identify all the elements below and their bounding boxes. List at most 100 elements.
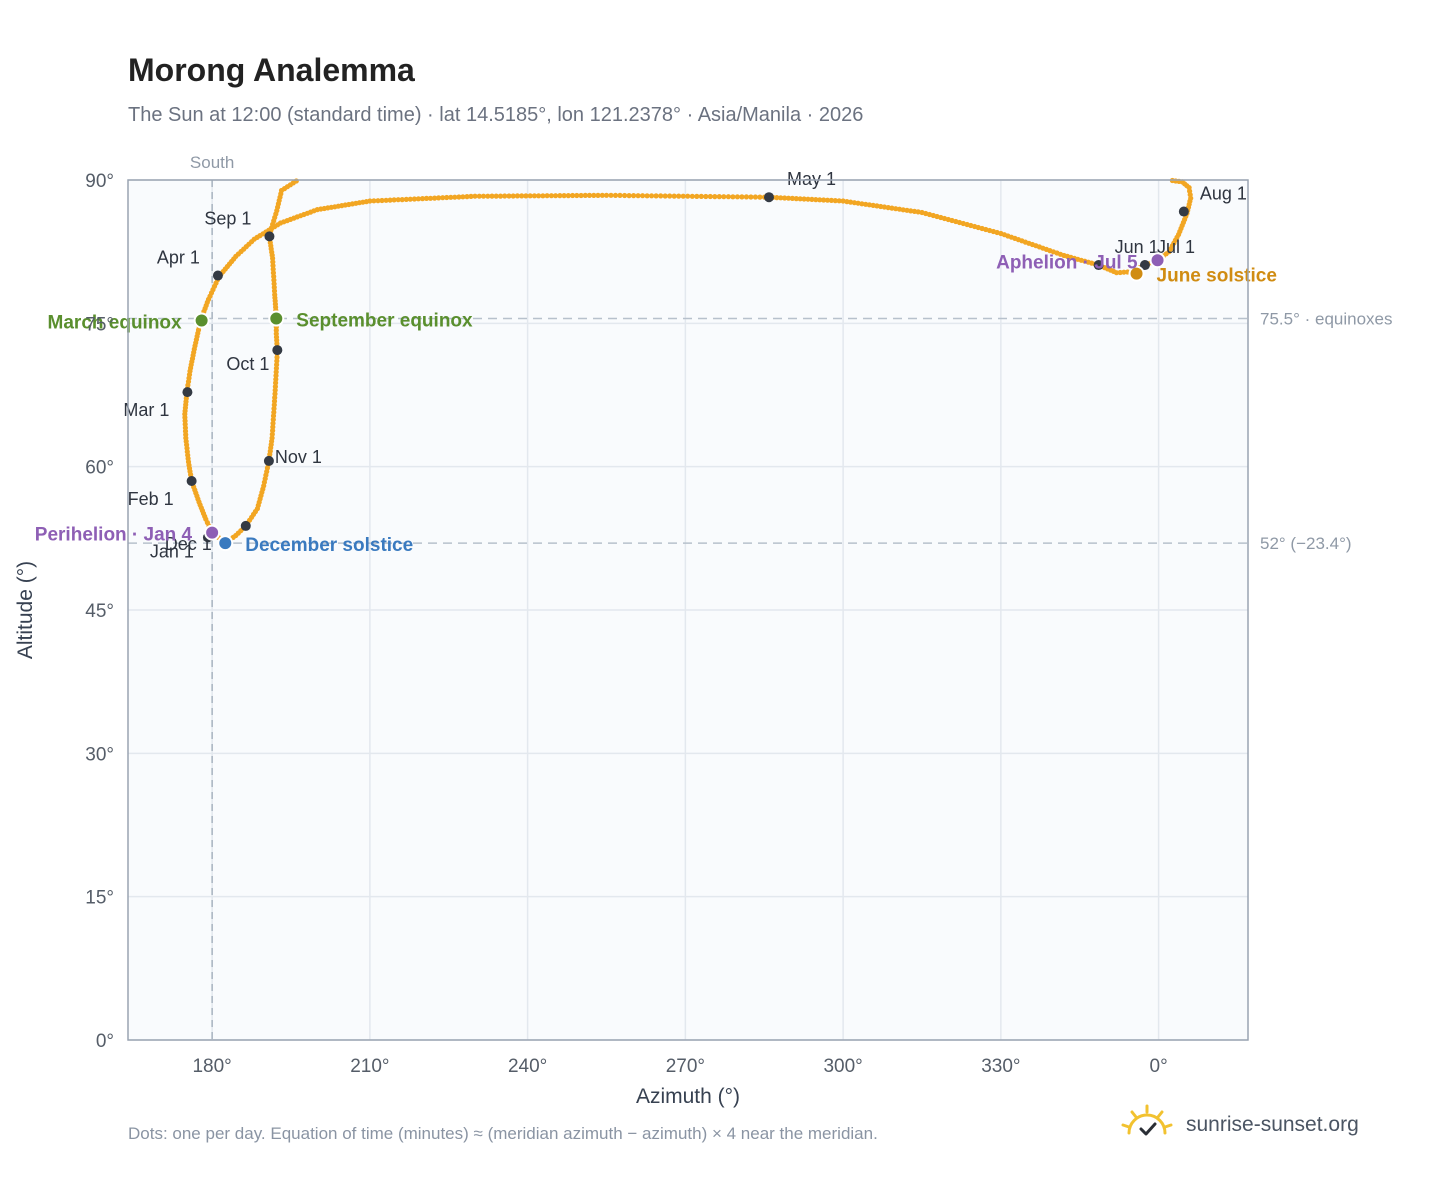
day-dot <box>553 193 559 199</box>
day-dot <box>502 193 508 199</box>
day-dot <box>603 192 610 198</box>
month-marker <box>1178 206 1189 217</box>
day-dot <box>617 192 623 198</box>
day-dot <box>536 193 542 199</box>
day-dot <box>468 193 474 199</box>
day-dot <box>395 197 401 203</box>
day-dot <box>444 194 450 201</box>
day-dot <box>407 196 413 202</box>
day-dot <box>801 196 807 202</box>
day-dot <box>707 193 713 200</box>
page-title: Morong Analemma <box>128 52 415 88</box>
month-marker <box>212 270 223 281</box>
day-dot <box>725 194 732 200</box>
event-marker <box>217 535 234 552</box>
day-dot <box>514 193 521 199</box>
event-label: Perihelion · Jan 4 <box>35 525 193 546</box>
month-marker <box>272 345 283 356</box>
day-dot <box>403 196 409 202</box>
day-dot <box>548 193 555 199</box>
sun-logo-icon <box>1120 1103 1174 1148</box>
day-dot <box>561 193 567 199</box>
brand[interactable]: sunrise-sunset.org <box>1120 1100 1359 1150</box>
y-tick-label: 75° <box>85 314 114 335</box>
day-dot <box>506 193 512 199</box>
day-dot <box>456 194 462 200</box>
grid-lines <box>128 179 1248 1041</box>
day-dot <box>367 198 373 204</box>
day-dot <box>694 193 700 199</box>
key-event-markers: March equinox September equinox December s… <box>35 252 1277 556</box>
page-subtitle: The Sun at 12:00 (standard time) · lat 1… <box>128 104 864 126</box>
day-dot <box>782 195 788 201</box>
x-tick-label: 210° <box>350 1056 389 1077</box>
day-dot <box>586 192 593 198</box>
day-dot <box>622 192 628 199</box>
reference-line-label: 75.5° · equinoxes <box>1260 310 1393 329</box>
month-marker <box>182 387 193 398</box>
month-label: Jul 1 <box>1157 237 1195 257</box>
x-axis-label: Azimuth (°) <box>636 1085 740 1108</box>
day-dot <box>653 193 659 199</box>
day-dot <box>836 198 842 204</box>
day-dot <box>608 192 614 198</box>
day-dot <box>540 193 546 199</box>
day-dot <box>644 193 650 199</box>
event-marker <box>268 310 285 327</box>
day-dot <box>452 194 458 200</box>
y-tick-label: 30° <box>85 744 114 765</box>
day-dot <box>797 196 803 202</box>
day-dot <box>544 193 550 199</box>
month-label: Jun 1 <box>1115 237 1159 257</box>
month-label: Nov 1 <box>275 447 322 467</box>
day-dot <box>375 198 381 204</box>
day-dot <box>789 195 796 201</box>
day-dot <box>423 195 430 201</box>
reference-lines: South 75.5° · equinoxes 52° (−23.4°) <box>128 153 1393 1040</box>
x-tick-label: 330° <box>981 1056 1020 1077</box>
event-label: March equinox <box>48 312 183 333</box>
day-dot <box>900 207 906 213</box>
day-dot <box>671 193 677 199</box>
day-dot <box>379 197 385 204</box>
y-tick-label: 15° <box>85 888 114 909</box>
month-marker <box>1139 260 1150 271</box>
day-dot <box>739 194 745 200</box>
day-dot <box>893 206 899 212</box>
day-dot <box>460 194 466 200</box>
month-marker <box>186 476 197 486</box>
event-marker <box>204 524 221 541</box>
day-dot <box>531 193 538 199</box>
y-axis-label: Altitude (°) <box>14 561 37 659</box>
plot-frame <box>127 179 1249 1041</box>
month-label: Mar 1 <box>123 400 169 420</box>
day-dot <box>432 195 438 201</box>
month-label: Feb 1 <box>128 489 174 509</box>
x-tick-label: 270° <box>666 1056 705 1077</box>
day-dot <box>272 387 278 393</box>
day-dot <box>519 193 525 199</box>
month-label: Sep 1 <box>204 208 251 228</box>
event-marker <box>1149 252 1166 269</box>
day-dot <box>273 365 279 371</box>
day-dot <box>649 193 655 199</box>
day-dot <box>472 193 478 199</box>
month-label: Jan 1 <box>150 541 194 561</box>
day-dot <box>527 193 533 199</box>
day-dot <box>640 193 646 199</box>
event-label: June solstice <box>1157 266 1277 287</box>
day-dot <box>785 195 792 201</box>
day-dot <box>752 194 759 200</box>
day-dot <box>270 420 276 426</box>
day-dot <box>270 266 276 272</box>
x-tick-label: 300° <box>823 1056 862 1077</box>
month-label: Apr 1 <box>157 248 200 268</box>
day-dot <box>464 194 470 200</box>
day-dot <box>415 196 421 202</box>
day-dot <box>493 193 499 199</box>
day-dot <box>436 195 442 201</box>
day-dot <box>662 193 668 199</box>
day-dot <box>859 201 865 207</box>
day-dot <box>778 195 784 201</box>
